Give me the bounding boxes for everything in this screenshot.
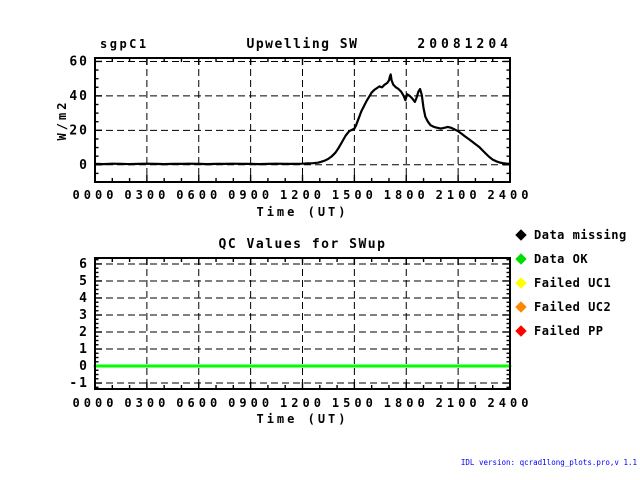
x-tick-label: 1500 xyxy=(332,188,377,202)
x-tick-label: 0600 xyxy=(176,188,221,202)
qc-values-chart: 0000 0300 0600 0900 1200 1500 1800 2100 2400 -1 0 1… xyxy=(69,237,533,426)
x-tick-label: 1800 xyxy=(384,396,429,410)
x-tick-label: 2100 xyxy=(436,188,481,202)
x-tick-label: 2400 xyxy=(488,396,533,410)
swup-series-line xyxy=(93,73,512,166)
y-tick-label: 1 xyxy=(79,342,89,357)
legend-diamond-icon xyxy=(515,253,527,265)
x-tick-label: 0000 xyxy=(73,396,118,410)
x-tick-label: 0300 xyxy=(124,188,169,202)
legend-diamond-icon xyxy=(515,325,527,337)
legend-label: Failed PP xyxy=(534,324,604,338)
y-tick-label: 0 xyxy=(79,158,89,173)
x-tick-label: 0600 xyxy=(176,396,221,410)
chart-title: Upwelling SW xyxy=(247,37,359,52)
site-label: sgpC1 xyxy=(100,37,149,51)
x-axis-label: Time (UT) xyxy=(256,412,348,426)
footer-right: IDL version: qcrad1long_plots.pro,v 1.1 … xyxy=(402,440,637,480)
legend-label: Data OK xyxy=(534,252,588,266)
y-tick-label: -1 xyxy=(69,376,89,391)
x-tick-label: 0900 xyxy=(228,188,273,202)
legend-diamond-icon xyxy=(515,277,527,289)
x-tick-label: 0300 xyxy=(124,396,169,410)
idl-version-line: IDL version: qcrad1long_plots.pro,v 1.1 xyxy=(460,458,637,467)
legend-diamond-icon xyxy=(515,229,527,241)
y-tick-label: 2 xyxy=(79,325,89,340)
x-tick-label: 1800 xyxy=(384,188,429,202)
x-axis-label: Time (UT) xyxy=(256,205,348,219)
x-tick-label: 1200 xyxy=(280,188,325,202)
y-axis-label: W/m2 xyxy=(55,100,69,141)
legend-label: Failed UC2 xyxy=(534,300,611,314)
chart-title: QC Values for SWup xyxy=(219,237,387,252)
plot-frame xyxy=(94,57,511,183)
x-tick-label: 0900 xyxy=(228,396,273,410)
x-tick-label: 1500 xyxy=(332,396,377,410)
y-tick-label: 0 xyxy=(79,359,89,374)
legend-diamond-icon xyxy=(515,301,527,313)
legend-label: Data missing xyxy=(534,228,627,242)
x-tick-label: 0000 xyxy=(73,188,118,202)
y-tick-label: 4 xyxy=(79,291,89,306)
qc-legend: Data missing Data OK Failed UC1 Failed UC2 F… xyxy=(515,228,627,338)
y-tick-label: 3 xyxy=(79,308,89,323)
x-tick-label: 2100 xyxy=(436,396,481,410)
footer-left: Sat Dec 6 09:59:57 2008 Battelle Pacific… xyxy=(4,448,332,480)
y-tick-label: 40 xyxy=(69,89,89,104)
y-tick-label: 20 xyxy=(69,123,89,138)
upwelling-sw-chart: 0000 0300 0600 0900 1200 1500 1800 2100 2400 0 20 4… xyxy=(55,37,533,219)
x-tick-label: 1200 xyxy=(280,396,325,410)
x-tick-label: 2400 xyxy=(488,188,533,202)
plot-frame xyxy=(94,257,511,390)
y-tick-label: 6 xyxy=(79,257,89,272)
legend-label: Failed UC1 xyxy=(534,276,611,290)
date-label: 20081204 xyxy=(417,37,512,52)
y-tick-label: 5 xyxy=(79,274,89,289)
y-tick-label: 60 xyxy=(69,54,89,69)
